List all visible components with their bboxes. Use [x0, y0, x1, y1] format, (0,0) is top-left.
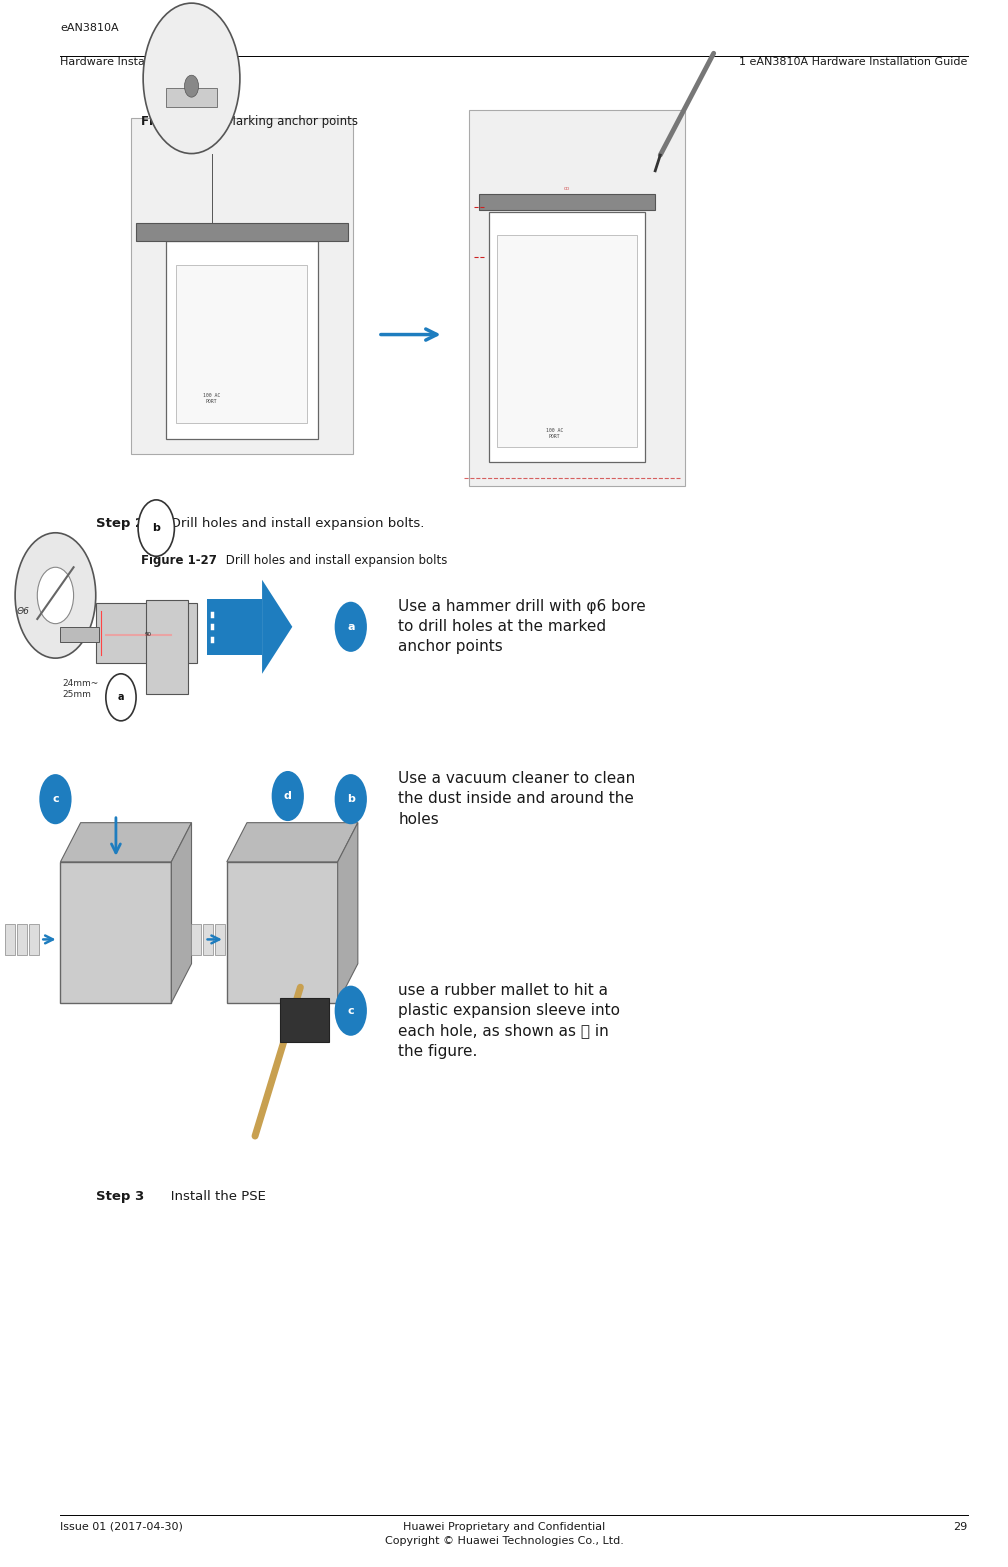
Circle shape [15, 533, 96, 658]
FancyBboxPatch shape [166, 241, 318, 439]
FancyBboxPatch shape [191, 925, 201, 956]
Circle shape [138, 500, 174, 556]
Text: Use a vacuum cleaner to clean
the dust inside and around the
holes: Use a vacuum cleaner to clean the dust i… [398, 771, 635, 827]
FancyBboxPatch shape [479, 194, 655, 210]
Text: Hardware Installation Guide: Hardware Installation Guide [60, 56, 217, 67]
Text: Drill holes and install expansion bolts: Drill holes and install expansion bolts [222, 555, 448, 567]
Text: 29: 29 [954, 1522, 968, 1531]
Text: Use a hammer drill with φ6 bore
to drill holes at the marked
anchor points: Use a hammer drill with φ6 bore to drill… [398, 599, 646, 655]
FancyBboxPatch shape [176, 265, 307, 423]
FancyBboxPatch shape [29, 925, 39, 956]
Text: b: b [152, 523, 160, 533]
Text: Install the PSE: Install the PSE [158, 1191, 266, 1203]
Polygon shape [171, 823, 192, 1003]
Text: Drill holes and install expansion bolts.: Drill holes and install expansion bolts. [158, 517, 424, 530]
FancyBboxPatch shape [60, 862, 171, 1003]
Text: CO: CO [563, 186, 571, 191]
Text: Figure 1-27: Figure 1-27 [141, 555, 217, 567]
FancyBboxPatch shape [166, 88, 217, 107]
Polygon shape [227, 823, 358, 862]
Text: a: a [118, 693, 124, 702]
Text: Issue 01 (2017-04-30): Issue 01 (2017-04-30) [60, 1522, 183, 1531]
Text: Θ6: Θ6 [17, 606, 30, 616]
Text: 1 eAN3810A Hardware Installation Guide: 1 eAN3810A Hardware Installation Guide [739, 56, 968, 67]
FancyBboxPatch shape [489, 212, 645, 462]
Circle shape [143, 3, 240, 154]
Text: d: d [284, 791, 291, 801]
FancyBboxPatch shape [469, 110, 685, 486]
Text: 90: 90 [145, 632, 151, 638]
FancyBboxPatch shape [131, 118, 353, 454]
Text: Step 2: Step 2 [96, 517, 144, 530]
Text: eAN3810A: eAN3810A [60, 24, 119, 33]
FancyBboxPatch shape [215, 925, 225, 956]
FancyBboxPatch shape [207, 599, 262, 655]
FancyBboxPatch shape [497, 235, 637, 447]
Polygon shape [262, 580, 292, 674]
Polygon shape [338, 823, 358, 1003]
Circle shape [184, 75, 199, 97]
Text: 100 AC
PORT: 100 AC PORT [545, 428, 563, 439]
FancyArrowPatch shape [381, 329, 436, 340]
Circle shape [39, 774, 72, 824]
Text: 100 AC
PORT: 100 AC PORT [203, 393, 221, 404]
Circle shape [335, 986, 367, 1036]
FancyBboxPatch shape [203, 925, 213, 956]
Text: Figure 1-26: Figure 1-26 [141, 116, 217, 128]
FancyBboxPatch shape [96, 603, 197, 663]
Text: use a rubber mallet to hit a
plastic expansion sleeve into
each hole, as shown a: use a rubber mallet to hit a plastic exp… [398, 983, 620, 1059]
Circle shape [335, 602, 367, 652]
Polygon shape [60, 823, 192, 862]
Text: b: b [347, 794, 355, 804]
Circle shape [335, 774, 367, 824]
FancyBboxPatch shape [146, 600, 188, 694]
FancyBboxPatch shape [280, 998, 329, 1042]
Circle shape [106, 674, 136, 721]
Text: Marking anchor points: Marking anchor points [222, 116, 358, 128]
Circle shape [37, 567, 74, 624]
FancyBboxPatch shape [136, 223, 348, 241]
FancyBboxPatch shape [227, 862, 338, 1003]
Text: 24mm~
25mm: 24mm~ 25mm [62, 679, 99, 699]
FancyBboxPatch shape [60, 627, 99, 642]
Text: Huawei Proprietary and Confidential
Copyright © Huawei Technologies Co., Ltd.: Huawei Proprietary and Confidential Copy… [385, 1522, 623, 1547]
Text: c: c [52, 794, 58, 804]
FancyBboxPatch shape [17, 925, 27, 956]
Circle shape [272, 771, 303, 821]
Text: a: a [347, 622, 355, 632]
Text: c: c [348, 1006, 354, 1015]
FancyBboxPatch shape [5, 925, 15, 956]
Text: Step 3: Step 3 [96, 1191, 144, 1203]
